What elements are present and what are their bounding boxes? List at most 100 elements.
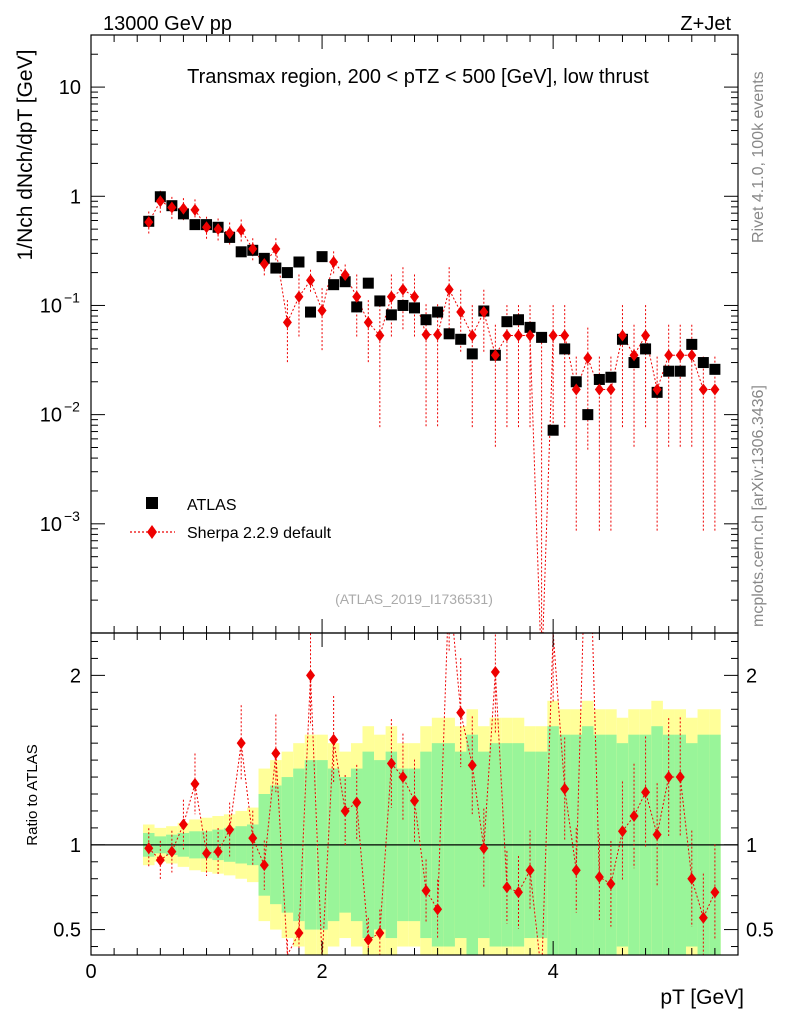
sherpa-point (433, 328, 443, 341)
sherpa-point (155, 195, 165, 208)
sherpa-point (329, 256, 339, 269)
sherpa-point (617, 329, 627, 342)
sherpa-point (294, 290, 304, 303)
sherpa-point (583, 352, 593, 365)
atlas-point (501, 316, 513, 328)
x-ticks: 0 2 4 (85, 35, 739, 983)
ratio-point (306, 669, 316, 682)
atlas-point (385, 309, 397, 321)
ratio-point (525, 864, 535, 877)
sherpa-point (259, 257, 269, 270)
analysis-watermark: (ATLAS_2019_I1736531) (335, 591, 493, 607)
y-tick-exponent: −1 (64, 289, 80, 305)
ratio-point (410, 794, 419, 807)
sherpa-point (190, 203, 200, 216)
atlas-point (397, 299, 409, 311)
sherpa-point (502, 329, 512, 342)
atlas-point (686, 338, 698, 350)
ratio-point (502, 881, 512, 894)
ratio-point (433, 903, 443, 916)
ratio-point (606, 877, 616, 890)
sherpa-point (479, 306, 489, 319)
sherpa-point (641, 329, 651, 342)
ratio-point (271, 747, 281, 760)
sherpa-point (225, 227, 235, 240)
ratio-point (698, 911, 708, 924)
main-frame (90, 34, 739, 634)
ratio-y-ticks: 0.5 0.5 1 1 2 2 (53, 640, 774, 948)
ratio-point (513, 886, 523, 899)
atlas-point (663, 365, 675, 377)
ratio-mc-line (148, 633, 716, 955)
ratio-point (248, 832, 258, 845)
ratio-point (155, 854, 165, 867)
atlas-point (362, 277, 374, 289)
ratio-point (652, 828, 662, 841)
sherpa-point (317, 304, 327, 317)
atlas-point (593, 373, 605, 385)
sherpa-point (386, 290, 396, 303)
ratio-point (571, 864, 581, 877)
y-tick-label: 10 (40, 405, 62, 427)
ratio-point (675, 771, 685, 784)
sherpa-point (664, 349, 674, 362)
y-tick-exponent: −2 (64, 399, 80, 415)
ratio-point (617, 825, 627, 838)
atlas-point (512, 314, 524, 326)
atlas-point (443, 328, 455, 340)
atlas-point (640, 343, 652, 355)
ratio-point (398, 771, 408, 784)
sherpa-point (490, 349, 500, 362)
ratio-point (352, 796, 362, 809)
ratio-point (664, 771, 674, 784)
sherpa-point (652, 383, 662, 396)
atlas-point (524, 321, 536, 333)
atlas-point (270, 262, 282, 274)
sherpa-point (513, 329, 523, 342)
sherpa-point (306, 274, 316, 287)
y-tick-label: 10 (59, 77, 81, 99)
legend-sherpa-marker (147, 525, 157, 539)
sherpa-point (375, 329, 385, 342)
ratio-point (467, 759, 477, 772)
ratio-point (710, 886, 720, 899)
sherpa-point (363, 316, 373, 329)
legend: ATLAS Sherpa 2.2.9 default (130, 497, 332, 542)
ratio-point (421, 884, 431, 897)
ratio-point (641, 786, 651, 799)
ratio-y-tick-label-right: 0.5 (746, 920, 774, 942)
sherpa-point (144, 216, 154, 229)
atlas-point (697, 357, 709, 369)
mcplots-label: mcplots.cern.ch [arXiv:1306.3436] (750, 385, 767, 627)
y-tick-label: 10 (40, 295, 62, 317)
atlas-point (420, 314, 432, 326)
ratio-y-tick-label-right: 1 (746, 835, 757, 857)
x-tick-label: 4 (548, 961, 559, 983)
sherpa-point (202, 221, 212, 234)
atlas-point (605, 371, 617, 383)
ratio-point (294, 926, 304, 939)
ratio-point (178, 818, 188, 831)
header-right-label: Z+Jet (680, 13, 731, 35)
sherpa-point (594, 383, 604, 396)
atlas-point (628, 357, 640, 369)
sherpa-point (467, 329, 477, 342)
sherpa-point (675, 349, 685, 362)
ratio-point (144, 842, 154, 855)
sherpa-point (410, 290, 419, 303)
ratio-point (629, 810, 639, 823)
sherpa-point (213, 223, 223, 236)
ratio-y-tick-label-left: 1 (70, 835, 81, 857)
atlas-point (293, 256, 305, 268)
sherpa-point (236, 224, 246, 237)
legend-atlas-marker (146, 497, 158, 509)
sherpa-point (444, 283, 454, 296)
ratio-series (144, 633, 720, 955)
atlas-point (235, 246, 247, 258)
sherpa-point (282, 316, 292, 329)
legend-sherpa-label: Sherpa 2.2.9 default (187, 525, 332, 542)
chart-title: Transmax region, 200 < pTZ < 500 [GeV], … (187, 66, 649, 88)
atlas-point (466, 348, 478, 360)
